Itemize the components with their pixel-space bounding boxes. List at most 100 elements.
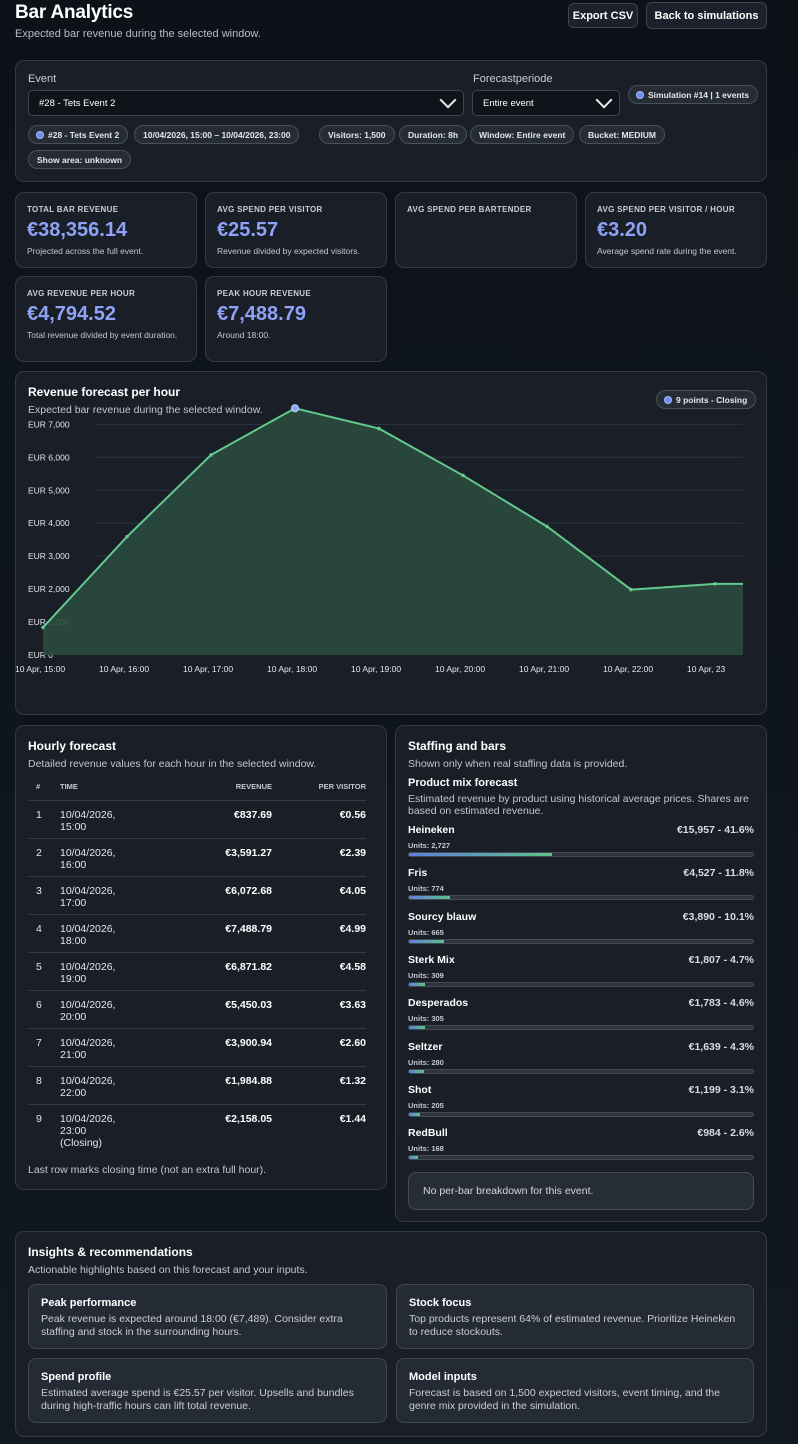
product-name: Desperados bbox=[408, 997, 469, 1010]
period-select[interactable]: Entire event bbox=[472, 90, 620, 116]
product-row: Shot €1,199 - 3.1% Units: 205 bbox=[408, 1084, 754, 1120]
row-index: 2 bbox=[28, 837, 60, 876]
row-time-note: (Closing) bbox=[60, 1136, 103, 1149]
kpi-description: Total revenue divided by event duration. bbox=[27, 330, 178, 340]
kpi-description: Revenue divided by expected visitors. bbox=[217, 246, 360, 256]
product-name: Seltzer bbox=[408, 1040, 443, 1053]
row-time-date: 10/04/2026, bbox=[60, 922, 116, 935]
product-name: Sterk Mix bbox=[408, 953, 455, 966]
product-mix-title: Product mix forecast bbox=[408, 777, 518, 789]
x-tick-label: 10 Apr, 22:00 bbox=[603, 664, 653, 674]
chart-subtitle: Expected bar revenue during the selected… bbox=[28, 404, 263, 416]
event-select[interactable]: #28 - Tets Event 2 bbox=[28, 90, 464, 116]
product-row: Fris €4,527 - 11.8% Units: 774 bbox=[408, 867, 754, 903]
product-share-bar bbox=[408, 1155, 754, 1161]
insight-title: Peak performance bbox=[41, 1297, 137, 1309]
hourly-forecast-card: Hourly forecast Detailed revenue values … bbox=[15, 725, 387, 1190]
row-revenue: €6,871.82 bbox=[160, 951, 272, 990]
x-tick-label: 10 Apr, 23 bbox=[687, 664, 726, 674]
export-csv-button[interactable]: Export CSV bbox=[568, 3, 638, 28]
insight-peak-performance: Peak performance Peak revenue is expecte… bbox=[28, 1284, 387, 1349]
table-row: 9 10/04/2026, 23:00 (Closing) €2,158.05 €1.44 bbox=[28, 1103, 366, 1149]
kpi-value: €7,488.79 bbox=[217, 303, 306, 325]
row-time-date: 10/04/2026, bbox=[60, 808, 116, 821]
table-row: 1 10/04/2026, 15:00 €837.69 €0.56 bbox=[28, 799, 366, 838]
row-per-visitor: €1.44 bbox=[272, 1103, 366, 1149]
table-row: 6 10/04/2026, 20:00 €5,450.03 €3.63 bbox=[28, 989, 366, 1028]
product-value: €1,783 - 4.6% bbox=[688, 997, 754, 1010]
product-units: Units: 280 bbox=[408, 1057, 444, 1067]
status-dot-icon bbox=[637, 91, 643, 98]
product-name: Heineken bbox=[408, 824, 455, 836]
product-units: Units: 309 bbox=[408, 970, 444, 980]
series-line bbox=[42, 407, 743, 629]
insight-description: Estimated average spend is €25.57 per vi… bbox=[41, 1387, 354, 1413]
row-index: 4 bbox=[28, 913, 60, 952]
row-time-date: 10/04/2026, bbox=[60, 1074, 116, 1087]
kpi-description: Projected across the full event. bbox=[27, 246, 144, 256]
hourly-table: # TIME REVENUE PER VISITOR 1 10/04/2026, 1… bbox=[28, 780, 366, 1149]
kpi-description: Around 18:00. bbox=[217, 330, 271, 340]
row-time-date: 10/04/2026, bbox=[60, 846, 116, 859]
product-units: Units: 774 bbox=[408, 884, 444, 894]
data-point bbox=[713, 582, 717, 586]
chip-label: Window: Entire event bbox=[479, 129, 566, 140]
product-share-bar bbox=[408, 895, 754, 901]
table-row: 5 10/04/2026, 19:00 €6,871.82 €4.58 bbox=[28, 951, 366, 990]
row-time: 10/04/2026, 19:00 bbox=[60, 951, 160, 990]
staffing-card: Staffing and bars Shown only when real s… bbox=[395, 725, 767, 1222]
chip-label: Visitors: 1,500 bbox=[328, 129, 386, 140]
filter-panel: Event #28 - Tets Event 2 Forecastperiode… bbox=[15, 60, 767, 182]
row-revenue: €5,450.03 bbox=[160, 989, 272, 1028]
row-revenue: €2,158.05 bbox=[160, 1103, 272, 1149]
back-to-simulations-button[interactable]: Back to simulations bbox=[646, 2, 767, 29]
col-header-time: TIME bbox=[60, 782, 78, 791]
row-index: 8 bbox=[28, 1065, 60, 1104]
chip-label: #28 - Tets Event 2 bbox=[48, 129, 120, 140]
x-tick-label: 10 Apr, 18:00 bbox=[267, 664, 317, 674]
data-point bbox=[461, 473, 465, 478]
row-time: 10/04/2026, 18:00 bbox=[60, 913, 160, 952]
row-time: 10/04/2026, 15:00 bbox=[60, 799, 160, 838]
table-header-row: # TIME REVENUE PER VISITOR bbox=[28, 780, 366, 800]
col-header-index: # bbox=[36, 782, 41, 791]
period-select-value: Entire event bbox=[483, 97, 534, 109]
insights-card: Insights & recommendations Actionable hi… bbox=[15, 1231, 767, 1437]
product-units: Units: 2,727 bbox=[408, 841, 451, 850]
product-share-fill bbox=[409, 1026, 425, 1030]
product-share-fill bbox=[409, 1069, 424, 1073]
row-time-date: 10/04/2026, bbox=[60, 1112, 116, 1125]
event-select-value: #28 - Tets Event 2 bbox=[39, 97, 116, 109]
insight-stock-focus: Stock focus Top products represent 64% o… bbox=[396, 1284, 754, 1349]
chip-window: Window: Entire event bbox=[470, 125, 575, 144]
row-per-visitor: €0.56 bbox=[272, 799, 366, 838]
insight-title: Model inputs bbox=[409, 1371, 477, 1383]
row-index: 9 bbox=[28, 1103, 60, 1149]
row-index: 3 bbox=[28, 875, 60, 914]
product-share-fill bbox=[409, 1156, 418, 1160]
row-time-date: 10/04/2026, bbox=[60, 1036, 116, 1049]
product-value: €4,527 - 11.8% bbox=[683, 867, 754, 880]
status-dot-icon bbox=[665, 396, 671, 403]
period-label: Forecastperiode bbox=[473, 73, 553, 85]
product-share-fill bbox=[409, 853, 553, 856]
table-row: 4 10/04/2026, 18:00 €7,488.79 €4.99 bbox=[28, 913, 366, 952]
insight-spend-profile: Spend profile Estimated average spend is… bbox=[28, 1358, 387, 1423]
product-row: Sourcy blauw €3,890 - 10.1% Units: 665 bbox=[408, 911, 754, 947]
row-time-hour: 15:00 bbox=[60, 820, 87, 833]
kpi-avg-spend-per-visitor-hour: AVG SPEND PER VISITOR / HOUR €3.20 Avera… bbox=[585, 192, 767, 268]
series-area bbox=[43, 408, 743, 655]
row-time-hour: 22:00 bbox=[60, 1086, 87, 1099]
status-dot-icon bbox=[37, 131, 43, 138]
row-time-date: 10/04/2026, bbox=[60, 884, 116, 897]
row-time-hour: 18:00 bbox=[60, 934, 87, 947]
y-tick-label: EUR 0 bbox=[28, 650, 53, 660]
row-time-hour: 17:00 bbox=[60, 896, 87, 909]
row-time-date: 10/04/2026, bbox=[60, 998, 116, 1011]
y-tick-label: EUR 4,000 bbox=[28, 518, 70, 528]
row-time: 10/04/2026, 17:00 bbox=[60, 875, 160, 914]
data-point bbox=[41, 625, 45, 630]
x-tick-label: 10 Apr, 15:00 bbox=[16, 664, 65, 674]
product-name: Sourcy blauw bbox=[408, 910, 477, 923]
staffing-title: Staffing and bars bbox=[408, 739, 507, 753]
